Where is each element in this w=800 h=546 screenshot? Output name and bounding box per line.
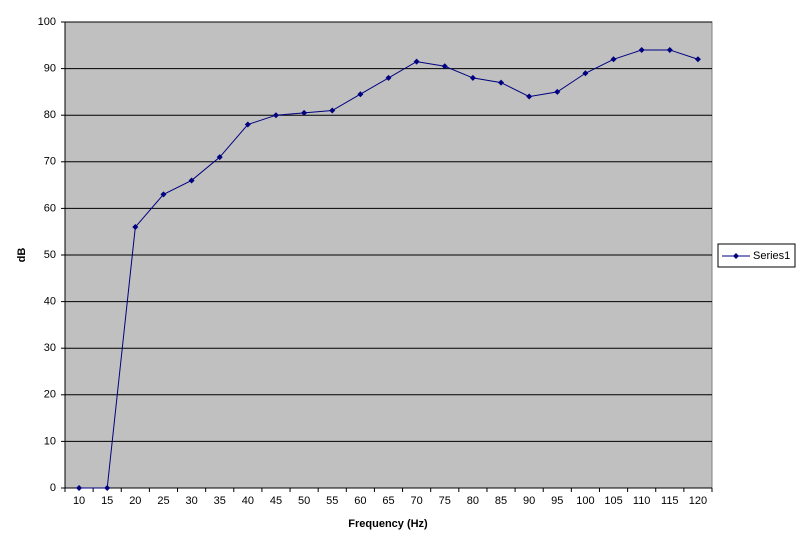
point <box>441 63 448 70</box>
y-tick-label: 100 <box>38 16 56 28</box>
y-tick-label: 0 <box>50 482 56 494</box>
x-tick-label: 15 <box>101 495 113 507</box>
point <box>582 70 589 77</box>
x-tick-label: 100 <box>576 495 594 507</box>
y-tick-label: 60 <box>44 202 56 214</box>
x-tick-label: 105 <box>604 495 622 507</box>
y-tick-label: 90 <box>44 63 56 75</box>
y-tick-label: 30 <box>44 342 56 354</box>
point <box>385 74 392 81</box>
point <box>329 107 336 114</box>
x-tick-label: 45 <box>270 495 282 507</box>
x-tick-label: 85 <box>495 495 507 507</box>
x-tick-label: 50 <box>298 495 310 507</box>
point <box>272 112 279 119</box>
point <box>554 88 561 95</box>
point <box>188 177 195 184</box>
x-tick-label: 25 <box>157 495 169 507</box>
x-tick-label: 110 <box>633 495 651 507</box>
point <box>357 91 364 98</box>
legend-marker <box>733 253 739 259</box>
point <box>132 224 139 231</box>
point <box>76 485 83 491</box>
point <box>244 121 251 128</box>
x-tick-label: 35 <box>214 495 226 507</box>
point <box>160 191 167 198</box>
point <box>216 154 223 161</box>
point <box>498 79 505 86</box>
y-tick-label: 50 <box>44 249 56 261</box>
x-tick-label: 65 <box>382 495 394 507</box>
x-tick-label: 80 <box>467 495 479 507</box>
y-tick-label: 10 <box>44 435 56 447</box>
point <box>413 58 420 65</box>
point <box>666 46 673 53</box>
point <box>301 109 308 116</box>
x-axis-title: Frequency (Hz) <box>348 518 428 530</box>
x-tick-label: 55 <box>326 495 338 507</box>
point <box>694 56 701 63</box>
y-tick-label: 40 <box>44 296 56 308</box>
x-tick-label: 10 <box>73 495 85 507</box>
x-tick-label: 95 <box>551 495 563 507</box>
x-tick-label: 75 <box>439 495 451 507</box>
x-tick-label: 70 <box>411 495 423 507</box>
x-tick-label: 120 <box>689 495 707 507</box>
point <box>104 485 111 491</box>
legend-label: Series1 <box>753 250 790 262</box>
x-tick-label: 20 <box>129 495 141 507</box>
x-tick-label: 115 <box>661 495 679 507</box>
y-axis-title: dB <box>16 248 28 263</box>
x-tick-label: 90 <box>523 495 535 507</box>
y-tick-label: 20 <box>44 389 56 401</box>
point <box>526 93 533 100</box>
legend-box <box>717 243 796 268</box>
x-tick-label: 60 <box>354 495 366 507</box>
point <box>610 56 617 63</box>
x-tick-label: 40 <box>242 495 254 507</box>
x-tick-label: 30 <box>185 495 197 507</box>
point <box>638 46 645 53</box>
y-tick-label: 70 <box>44 156 56 168</box>
y-tick-label: 80 <box>44 109 56 121</box>
point <box>469 74 476 81</box>
